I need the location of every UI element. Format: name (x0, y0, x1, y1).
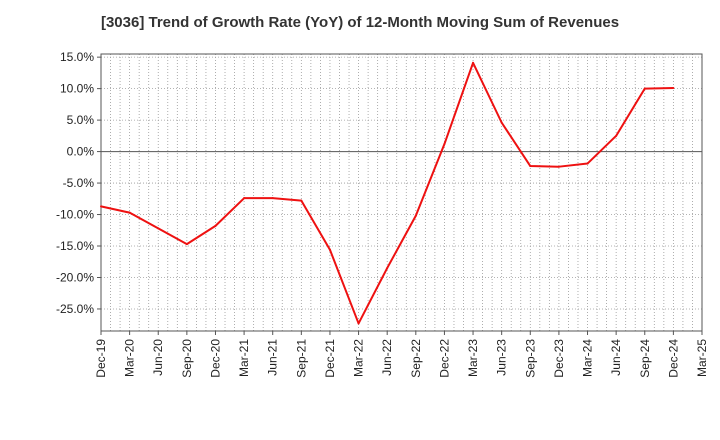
data-point (529, 165, 532, 168)
chart-title: [3036] Trend of Growth Rate (YoY) of 12-… (100, 14, 620, 31)
x-tick-label: Sep-20 (180, 339, 194, 378)
data-point (414, 214, 417, 217)
data-point (271, 197, 274, 200)
x-tick-label: Sep-21 (294, 339, 308, 378)
data-point (157, 227, 160, 230)
data-point (557, 165, 560, 168)
x-tick-label: Sep-22 (409, 339, 423, 378)
series-layer (100, 61, 675, 325)
x-tick-label: Jun-23 (495, 339, 509, 376)
series-line (100, 61, 674, 325)
x-tick-label: Jun-22 (380, 339, 394, 376)
data-point (500, 121, 503, 124)
x-tick-label: Dec-21 (323, 339, 337, 378)
x-tick-label: Jun-24 (609, 339, 623, 376)
data-point (100, 205, 102, 208)
data-point (128, 211, 131, 214)
y-tick-label: -10.0% (56, 208, 94, 222)
x-tick-label: Mar-24 (581, 339, 595, 377)
x-tick-label: Sep-23 (523, 339, 537, 378)
y-tick-label: -5.0% (63, 176, 95, 190)
data-point (214, 224, 217, 227)
x-tick-label: Mar-23 (466, 339, 480, 377)
y-tick-label: 15.0% (60, 50, 94, 64)
x-tick-label: Mar-20 (123, 339, 137, 377)
data-point (472, 61, 475, 64)
x-tick-label: Jun-21 (266, 339, 280, 376)
y-tick-label: 5.0% (67, 113, 95, 127)
x-tick-label: Dec-20 (208, 339, 222, 378)
x-tick-label: Dec-24 (666, 339, 680, 378)
x-tick-label: Dec-19 (94, 339, 108, 378)
y-tick-label: 0.0% (67, 145, 95, 159)
x-axis-ticks: Dec-19 Mar-20 Jun-20 Sep-20 Dec-20 Mar-21 Jun-… (94, 331, 709, 378)
x-tick-label: Mar-22 (352, 339, 366, 377)
x-tick-label: Jun-20 (151, 339, 165, 376)
data-point (386, 267, 389, 270)
data-point (643, 87, 646, 90)
x-tick-label: Mar-21 (237, 339, 251, 377)
plot-frame (100, 53, 703, 332)
data-point (443, 143, 446, 146)
data-point (615, 134, 618, 137)
x-tick-label: Sep-24 (638, 339, 652, 378)
x-tick-label: Dec-22 (437, 339, 451, 378)
x-tick-label: Mar-25 (695, 339, 709, 377)
y-tick-label: -15.0% (56, 239, 94, 253)
data-point (185, 243, 188, 246)
y-tick-label: -20.0% (56, 270, 94, 284)
y-tick-label: -25.0% (56, 302, 94, 316)
data-point (243, 197, 246, 200)
x-tick-label: Dec-23 (552, 339, 566, 378)
grid (101, 54, 702, 331)
data-point (300, 199, 303, 202)
data-point (328, 248, 331, 251)
data-point (586, 162, 589, 165)
data-point (357, 322, 360, 325)
plot-border (100, 53, 703, 332)
data-point (672, 86, 675, 89)
y-tick-label: 10.0% (60, 82, 94, 96)
y-axis-ticks: 15.0% 10.0% 5.0% 0.0% -5.0% -10.0% -15.0% -20.0… (56, 50, 101, 316)
